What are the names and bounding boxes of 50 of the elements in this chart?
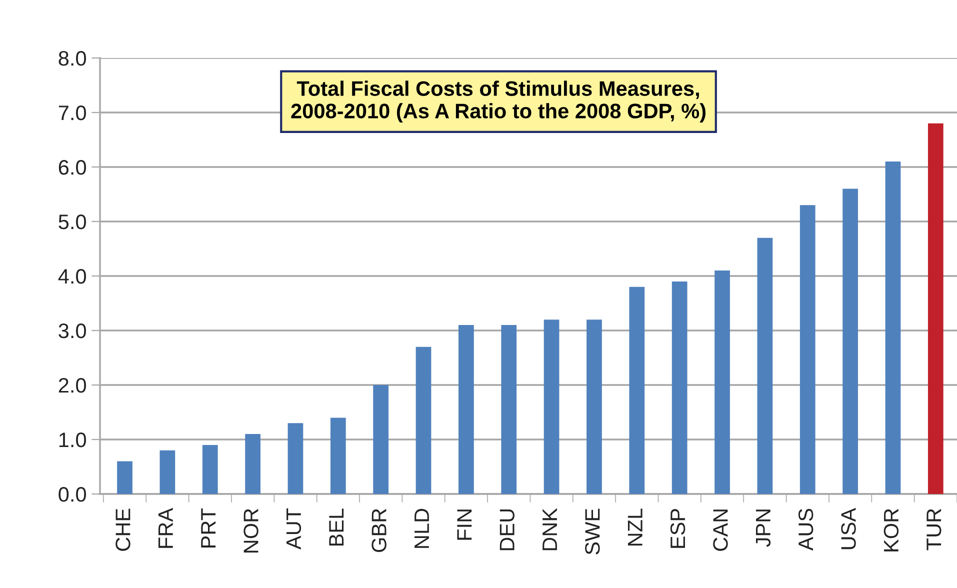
x-tick-label: GBR — [372, 508, 386, 552]
x-tick-label: KOR — [884, 508, 899, 552]
bar — [885, 162, 901, 494]
bar — [160, 450, 176, 494]
bar — [672, 281, 688, 494]
bar — [629, 286, 645, 494]
x-tick-label: FRA — [158, 508, 173, 548]
bar — [842, 188, 858, 494]
bar — [544, 320, 560, 494]
bar — [416, 346, 432, 494]
bar — [501, 325, 517, 494]
x-tick-label: NOR — [244, 508, 258, 552]
bar — [202, 444, 218, 494]
x-tick-label: JPN — [756, 510, 771, 547]
y-tick-label: 3.0 — [58, 324, 86, 338]
x-tick-label: AUS — [798, 508, 814, 551]
y-tick-label: 1.0 — [59, 432, 86, 448]
x-tick-label: AUT — [286, 508, 302, 550]
x-tick-label: ESP — [670, 508, 686, 548]
bar — [330, 418, 346, 494]
bar — [245, 434, 260, 494]
x-tick-label: NLD — [414, 508, 429, 548]
bar — [288, 423, 304, 494]
bar — [714, 270, 730, 494]
y-tick-label: 2.0 — [58, 378, 86, 393]
x-tick-label: DEU — [500, 510, 514, 550]
bar — [928, 123, 944, 494]
y-tick-label: 8.0 — [58, 51, 86, 66]
x-tick-label: FIN — [457, 510, 472, 540]
bar — [373, 385, 389, 494]
y-tick-label: 0.0 — [58, 487, 86, 502]
x-tick-label: DNK — [542, 508, 557, 550]
y-tick-label: 4.0 — [58, 269, 86, 284]
y-tick-label: 6.0 — [58, 160, 86, 175]
bar — [757, 238, 773, 494]
x-tick-label: CAN — [713, 510, 728, 551]
bar — [586, 320, 602, 494]
y-tick-label: 7.0 — [58, 106, 86, 120]
text: Total Fiscal Costs of Stimulus Measures, 2008-2010 (As A Ratio to the 2008 GDP, %) — [291, 80, 706, 123]
x-tick-label: PRT — [201, 508, 216, 548]
bar — [800, 205, 816, 494]
bar — [117, 461, 132, 494]
bar — [458, 325, 474, 494]
x-tick-label: USA — [841, 508, 856, 550]
y-tick-label: 5.0 — [58, 214, 86, 230]
x-tick-label: BEL — [329, 508, 344, 546]
x-tick-label: SWE — [585, 508, 600, 554]
x-tick-label: TUR — [926, 508, 942, 550]
x-tick-label: NZL — [628, 508, 642, 546]
x-tick-label: CHE — [116, 508, 130, 551]
